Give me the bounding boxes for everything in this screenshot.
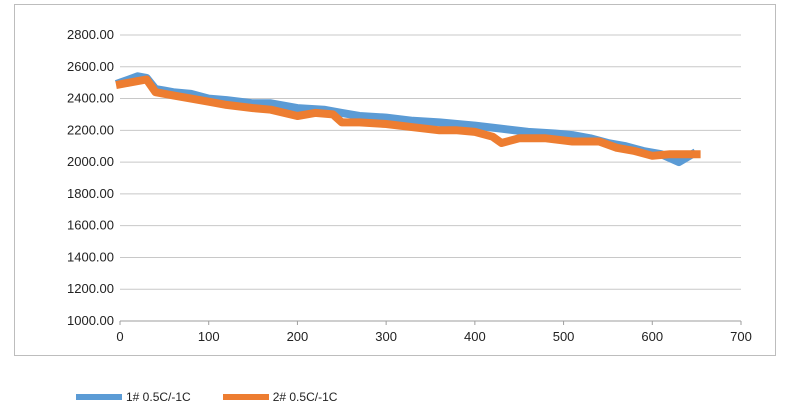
legend-label-series-2: 2# 0.5C/-1C — [272, 390, 338, 404]
y-tick-label-2: 1400.00 — [67, 249, 114, 264]
legend-item-series-2: 2# 0.5C/-1C — [222, 390, 338, 404]
legend-item-series-1: 1# 0.5C/-1C — [76, 390, 191, 404]
chart-frame: 1000.00 1200.00 1400.00 1600.00 1800.00 2000.… — [14, 4, 776, 356]
y-tick-label-3: 1600.00 — [67, 218, 114, 233]
y-tick-label-6: 2200.00 — [67, 122, 114, 137]
legend-swatch-series-2 — [222, 394, 269, 400]
y-tick-label-7: 2400.00 — [67, 91, 114, 106]
y-tick-label-9: 2800.00 — [67, 27, 114, 42]
x-tick-label-3: 300 — [375, 329, 397, 344]
y-tick-label-0: 1000.00 — [67, 313, 114, 328]
y-tick-label-4: 1800.00 — [67, 186, 114, 201]
legend-label-series-1: 1# 0.5C/-1C — [126, 390, 191, 404]
series-line-2 — [115, 75, 701, 160]
x-tick-label-4: 400 — [464, 329, 486, 344]
x-tick-label-7: 700 — [730, 329, 752, 344]
series-line-1 — [114, 72, 698, 167]
y-tick-label-5: 2000.00 — [67, 154, 114, 169]
x-tick-label-2: 200 — [287, 329, 309, 344]
y-tick-label-8: 2600.00 — [67, 59, 114, 74]
legend: 1# 0.5C/-1C 2# 0.5C/-1C — [76, 388, 369, 406]
line-chart: 1000.00 1200.00 1400.00 1600.00 1800.00 2000.… — [67, 27, 752, 344]
x-tick-label-6: 600 — [641, 329, 663, 344]
legend-swatch-series-1 — [76, 394, 122, 400]
x-tick-label-5: 500 — [553, 329, 575, 344]
y-tick-label-1: 1200.00 — [67, 281, 114, 296]
x-tick-label-0: 0 — [116, 329, 123, 344]
x-tick-label-1: 100 — [198, 329, 220, 344]
